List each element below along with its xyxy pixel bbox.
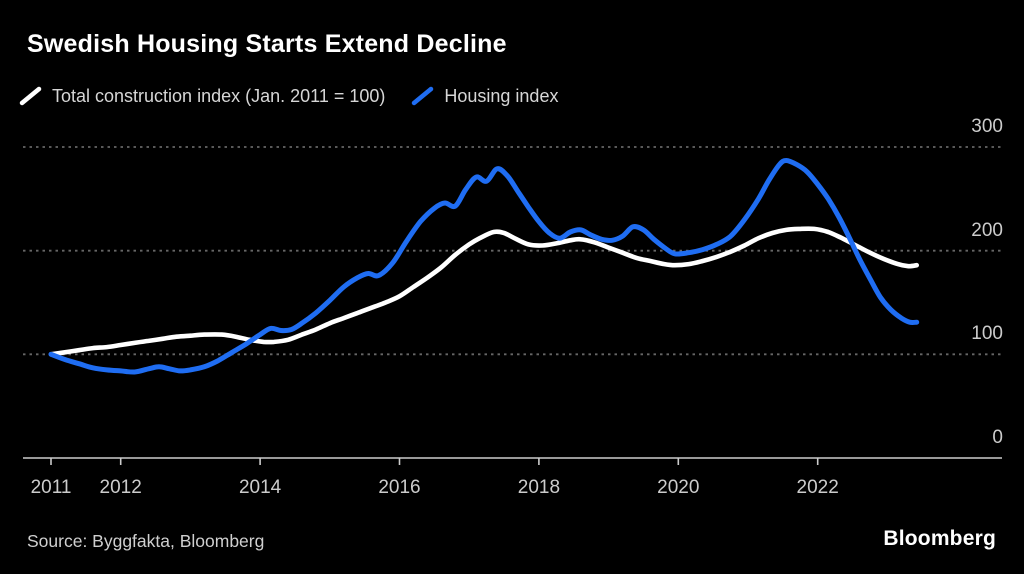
y-tick-label-200: 200 xyxy=(971,219,1003,241)
chart-title: Swedish Housing Starts Extend Decline xyxy=(27,30,507,58)
legend-item-total-construction: Total construction index (Jan. 2011 = 10… xyxy=(19,85,385,107)
housing-line-icon xyxy=(412,86,434,106)
y-tick-label-100: 100 xyxy=(971,323,1003,345)
x-tick-label-2016: 2016 xyxy=(378,477,421,498)
total-construction-line xyxy=(48,226,919,357)
housing-index-line xyxy=(48,158,920,375)
bloomberg-logo: Bloomberg xyxy=(883,527,996,550)
x-tick-label-2014: 2014 xyxy=(238,477,282,498)
x-tick-label-2020: 2020 xyxy=(657,477,700,498)
total-construction-line-icon xyxy=(19,86,42,106)
chart-legend: Total construction index (Jan. 2011 = 10… xyxy=(19,85,584,107)
x-tick-label-2012: 2012 xyxy=(99,477,142,498)
legend-label-total-construction: Total construction index (Jan. 2011 = 10… xyxy=(52,85,386,106)
x-tick-label-2011: 2011 xyxy=(30,477,72,498)
x-tick-label-2022: 2022 xyxy=(796,477,839,498)
y-tick-label-300: 300 xyxy=(971,116,1003,137)
source-note: Source: Byggfakta, Bloomberg xyxy=(27,531,265,551)
legend-item-housing: Housing index xyxy=(411,85,558,107)
y-tick-label-0: 0 xyxy=(992,427,1003,448)
x-tick-label-2018: 2018 xyxy=(517,477,561,498)
legend-label-housing: Housing index xyxy=(444,85,559,106)
